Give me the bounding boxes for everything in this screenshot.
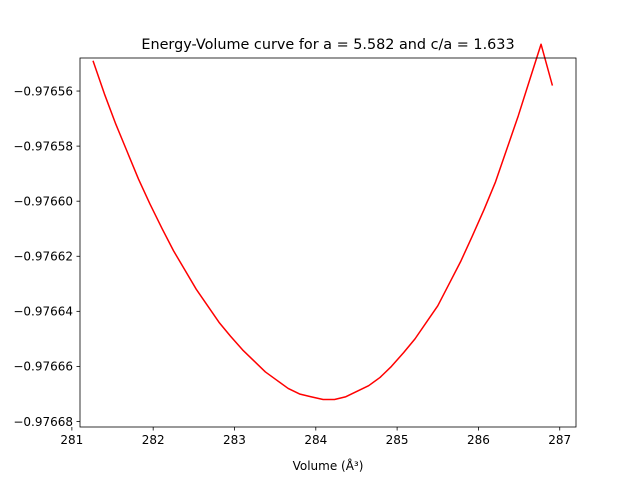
x-tick-label: 286 bbox=[467, 433, 490, 447]
y-tick-label: −0.97668 bbox=[13, 415, 73, 429]
x-axis-label: Volume (Å³) bbox=[293, 458, 364, 473]
chart-title: Energy-Volume curve for a = 5.582 and c/… bbox=[141, 37, 514, 53]
axes-frame bbox=[79, 57, 577, 428]
y-tick-label: −0.97656 bbox=[13, 84, 73, 98]
y-tick-label: −0.97666 bbox=[13, 360, 73, 374]
x-tick-label: 285 bbox=[386, 433, 409, 447]
x-tick-label: 284 bbox=[304, 433, 327, 447]
x-tick-label: 287 bbox=[548, 433, 571, 447]
x-tick-label: 282 bbox=[142, 433, 165, 447]
y-tick-label: −0.97664 bbox=[13, 305, 73, 319]
x-tick-label: 281 bbox=[60, 433, 83, 447]
x-tick-label: 283 bbox=[223, 433, 246, 447]
plot-area: 281 282 283 284 285 286 287 −0.97656 −0.97658 −0.… bbox=[13, 43, 577, 447]
y-tick-label: −0.97662 bbox=[13, 250, 73, 264]
series-line-0 bbox=[92, 43, 554, 401]
y-tick-label: −0.97660 bbox=[13, 194, 73, 208]
y-tick-label: −0.97658 bbox=[13, 139, 73, 153]
